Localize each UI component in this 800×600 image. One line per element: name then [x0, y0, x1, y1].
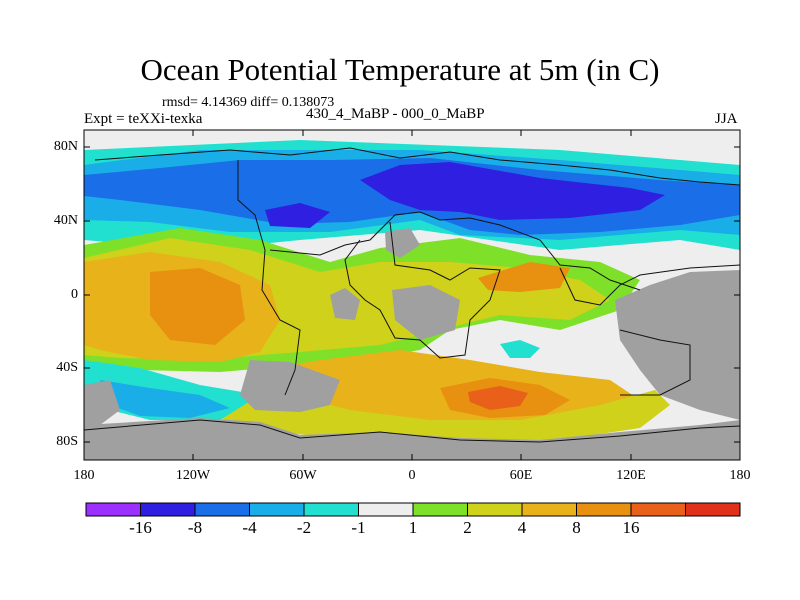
colorbar-swatch	[303, 502, 359, 517]
north-deep-blue-core	[360, 162, 665, 220]
outline-atlantic-block	[344, 221, 501, 359]
colorbar	[85, 502, 741, 517]
lon-label-120w: 120W	[175, 468, 211, 483]
land-south-america	[240, 360, 340, 412]
atlantic-cyan-patch	[500, 340, 540, 358]
colorbar-label: 2	[463, 518, 472, 537]
colorbar-swatch	[249, 502, 305, 517]
pacific-warm-core	[150, 268, 245, 345]
colorbar-swatch	[576, 502, 632, 517]
colorbar-label: -1	[351, 518, 366, 537]
southern-yellow-band	[210, 390, 670, 442]
season-label: JJA	[715, 111, 738, 127]
colorbar-swatch	[521, 502, 577, 517]
land-africa-fragment	[330, 288, 360, 320]
colorbar-swatch	[194, 502, 250, 517]
outline-east-block	[559, 264, 740, 396]
lat-label-0: 0	[71, 287, 78, 302]
lon-label-120e: 120E	[616, 468, 646, 483]
experiment-label: Expt = teXXi-texka	[84, 111, 203, 127]
colorbar-label: 4	[517, 518, 527, 537]
map-subtitle: 430_4_MaBP - 000_0_MaBP	[306, 106, 485, 122]
outline-southern-coast	[84, 419, 740, 443]
colorbar-swatch	[630, 502, 686, 517]
colorbar-swatch	[85, 502, 141, 517]
lon-label-180e: 180	[729, 468, 751, 483]
colorbar-label: 16	[622, 518, 640, 537]
colorbar-swatch	[685, 502, 741, 517]
lon-label-60e: 60E	[509, 468, 533, 483]
lat-label-80s: 80S	[56, 434, 78, 449]
colorbar-label: 8	[572, 518, 581, 537]
colorbar-label: -8	[187, 518, 203, 537]
north-pacific-deep-blue	[265, 203, 330, 228]
atlantic-orange-strip	[478, 262, 570, 292]
coastline-outlines	[84, 147, 740, 443]
lat-label-80n: 80N	[53, 139, 78, 154]
land-east-asia	[615, 270, 740, 420]
outline-north-landmass	[94, 147, 740, 396]
colorbar-swatch	[358, 502, 414, 517]
land-central-atlantic	[392, 285, 460, 340]
colorbar-label: -16	[129, 518, 152, 537]
lon-label-60w: 60W	[289, 468, 317, 483]
colorbar-label: 1	[408, 518, 418, 537]
lat-label-40n: 40N	[53, 213, 78, 228]
colorbar-swatch	[140, 502, 196, 517]
southern-red-orange-core	[468, 386, 528, 410]
lon-label-180w: 180	[73, 468, 95, 483]
lat-label-40s: 40S	[56, 360, 78, 375]
colorbar-label: -4	[242, 518, 257, 537]
map-field	[84, 130, 740, 460]
stats-text: rmsd= 4.14369 diff= 0.138073	[162, 95, 335, 110]
axis-ticks	[84, 130, 740, 460]
colorbar-swatch	[412, 502, 468, 517]
map-title: Ocean Potential Temperature at 5m (in C)	[140, 52, 660, 87]
land-southwest-block	[84, 380, 120, 425]
land-antarctica	[84, 418, 740, 460]
colorbar-swatch	[467, 502, 523, 517]
colorbar-label: -2	[296, 518, 312, 537]
southern-blue-band	[100, 380, 230, 418]
lon-label-0: 0	[408, 468, 416, 483]
